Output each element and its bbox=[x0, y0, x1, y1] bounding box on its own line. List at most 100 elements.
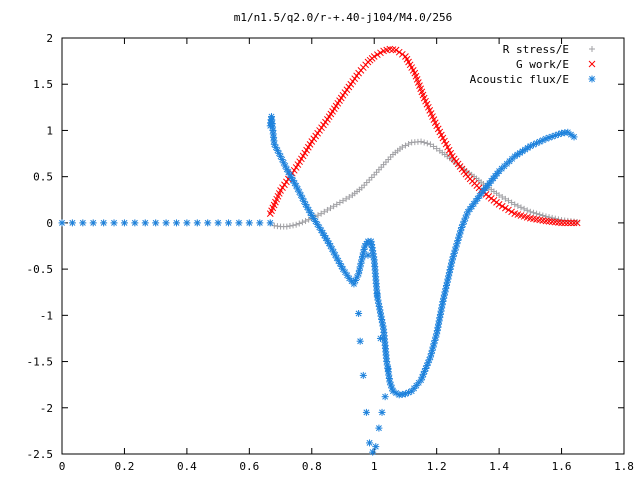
data-point bbox=[58, 219, 66, 227]
data-point bbox=[514, 202, 521, 209]
data-point bbox=[441, 288, 449, 296]
data-point bbox=[79, 219, 87, 227]
data-point bbox=[384, 365, 392, 373]
data-point bbox=[366, 439, 374, 447]
y-tick-label: 1.5 bbox=[33, 78, 53, 91]
data-point bbox=[296, 220, 303, 227]
data-point bbox=[381, 393, 389, 401]
data-point bbox=[330, 203, 337, 210]
data-point bbox=[183, 219, 191, 227]
data-point bbox=[302, 218, 309, 225]
data-point bbox=[141, 219, 149, 227]
x-tick-label: 0 bbox=[59, 460, 66, 473]
series-r-stress-e bbox=[59, 138, 581, 230]
data-point bbox=[357, 259, 365, 267]
data-point bbox=[315, 212, 322, 219]
data-point bbox=[573, 219, 581, 227]
data-point bbox=[362, 408, 370, 416]
data-point bbox=[347, 80, 355, 88]
data-point bbox=[286, 222, 293, 229]
data-point bbox=[542, 213, 549, 220]
data-point bbox=[152, 219, 160, 227]
series-g-work-e bbox=[266, 45, 581, 227]
data-point bbox=[320, 121, 327, 129]
data-point bbox=[245, 219, 253, 227]
x-tick-label: 1.2 bbox=[427, 460, 447, 473]
data-point bbox=[554, 130, 562, 138]
x-tick-label: 0.6 bbox=[239, 460, 259, 473]
data-point bbox=[552, 215, 559, 222]
data-point bbox=[355, 309, 363, 317]
x-tick-label: 1 bbox=[371, 460, 378, 473]
data-point bbox=[570, 219, 578, 227]
data-point bbox=[378, 408, 386, 416]
data-point bbox=[193, 219, 201, 227]
x-tick-label: 0.4 bbox=[177, 460, 197, 473]
legend-label: R stress/E bbox=[503, 43, 569, 56]
data-point bbox=[567, 131, 575, 139]
x-tick-label: 0.8 bbox=[302, 460, 322, 473]
data-point bbox=[375, 424, 383, 432]
data-point bbox=[428, 346, 436, 354]
legend-marker bbox=[588, 60, 596, 68]
y-tick-label: 1 bbox=[46, 124, 53, 137]
data-point bbox=[131, 219, 139, 227]
y-axis: -2.5 -2 -1.5 -1 -0.5 0 0.5 1 1.5 2 bbox=[27, 32, 624, 461]
data-point bbox=[460, 217, 468, 225]
data-point bbox=[299, 219, 306, 226]
data-point bbox=[495, 201, 503, 208]
data-point bbox=[314, 129, 321, 137]
data-point bbox=[343, 86, 351, 94]
y-tick-label: -2.5 bbox=[27, 448, 54, 461]
data-point bbox=[502, 195, 509, 202]
data-point bbox=[549, 214, 556, 221]
data-point bbox=[349, 78, 357, 85]
data-point bbox=[89, 219, 97, 227]
data-point bbox=[499, 194, 506, 201]
x-tick-label: 1.6 bbox=[552, 460, 572, 473]
data-point bbox=[312, 132, 320, 140]
data-point bbox=[399, 144, 406, 151]
data-point bbox=[110, 219, 118, 227]
data-point bbox=[345, 83, 353, 91]
data-point bbox=[424, 140, 431, 147]
data-point bbox=[539, 212, 546, 219]
data-point bbox=[324, 206, 331, 213]
data-point bbox=[508, 199, 515, 206]
data-point bbox=[341, 89, 349, 96]
data-point bbox=[521, 146, 529, 154]
y-tick-label: -1 bbox=[40, 309, 53, 322]
data-point bbox=[355, 270, 363, 278]
data-point bbox=[558, 219, 565, 227]
data-point bbox=[336, 199, 343, 206]
series-layer bbox=[58, 45, 581, 456]
data-point bbox=[318, 124, 325, 132]
y-tick-label: 2 bbox=[46, 32, 53, 45]
data-point bbox=[355, 266, 363, 274]
data-point bbox=[68, 219, 76, 227]
data-point bbox=[395, 48, 403, 56]
data-point bbox=[373, 291, 381, 299]
legend: R stress/E G work/E Acoustic flux/E bbox=[470, 43, 596, 86]
data-point bbox=[376, 334, 384, 342]
data-point bbox=[330, 248, 338, 256]
data-point bbox=[279, 184, 286, 191]
legend-marker bbox=[588, 75, 596, 83]
legend-label: Acoustic flux/E bbox=[470, 73, 569, 86]
data-point bbox=[359, 371, 367, 379]
data-point bbox=[284, 168, 292, 176]
data-point bbox=[405, 141, 412, 148]
data-point bbox=[204, 219, 212, 227]
data-point bbox=[235, 219, 243, 227]
data-point bbox=[356, 263, 364, 271]
data-point bbox=[505, 206, 512, 214]
data-point bbox=[402, 142, 409, 149]
data-point bbox=[511, 201, 518, 208]
data-point bbox=[561, 219, 569, 227]
data-point bbox=[517, 204, 524, 211]
y-tick-label: 0.5 bbox=[33, 171, 53, 184]
data-point bbox=[418, 138, 425, 145]
data-point bbox=[498, 202, 506, 210]
data-point bbox=[322, 118, 329, 126]
data-point bbox=[256, 219, 264, 227]
